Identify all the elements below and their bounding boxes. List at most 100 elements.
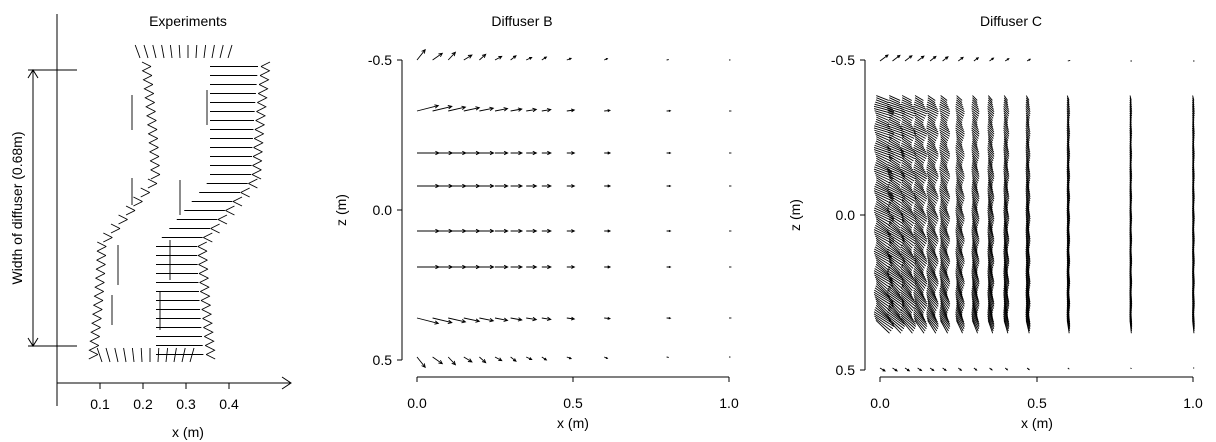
diffuser-c-vector (987, 183, 994, 193)
diffuser-c-vector (875, 224, 892, 236)
diffuser-c-vector (972, 201, 978, 211)
diffuser-c-vector (1192, 121, 1195, 128)
diffuser-c-vector (927, 138, 936, 146)
diffuser-c-vector (1066, 188, 1071, 197)
experiments-profile-arrow (178, 44, 181, 59)
diffuser-c-vector (940, 160, 948, 168)
diffuser-c-vector (940, 162, 949, 171)
diffuser-c-vector (1066, 212, 1071, 222)
diffuser-c-vector (876, 261, 889, 274)
diffuser-c-vector (892, 54, 901, 62)
diffuser-c-vector (939, 127, 951, 135)
diffuser-c-vector (987, 255, 994, 267)
diffuser-c-vector (971, 317, 979, 332)
diffuser-c-vector (1025, 242, 1030, 253)
diffuser-c-xlabel: x (m) (1021, 415, 1053, 431)
diffuser-b-vector (510, 264, 524, 270)
diffuser-c-vector (940, 240, 948, 251)
diffuser-c-vector (1003, 142, 1009, 150)
diffuser-c-vector (900, 268, 916, 280)
diffuser-c-vector (972, 95, 978, 101)
diffuser-c-vector (926, 151, 938, 160)
diffuser-c-vector (913, 144, 927, 153)
diffuser-c-vector (913, 214, 926, 224)
diffuser-c-vector (1003, 95, 1008, 101)
diffuser-c-vector (926, 214, 938, 224)
diffuser-c-vector (955, 168, 965, 177)
diffuser-c-vector (955, 231, 965, 242)
diffuser-c-vector (956, 97, 963, 104)
diffuser-c-vector (913, 170, 927, 180)
diffuser-c-vector (913, 110, 927, 117)
diffuser-c-vector (874, 164, 893, 173)
diffuser-c-vector (1025, 309, 1031, 323)
diffuser-b-vector (541, 150, 552, 156)
experiments-profile-arrow (144, 88, 154, 94)
experiments-profile-arrow (203, 237, 213, 243)
diffuser-c-vector (956, 220, 963, 231)
diffuser-c-vector (926, 274, 939, 287)
diffuser-c-vector (901, 99, 913, 106)
diffuser-c-vector (901, 118, 913, 126)
diffuser-c-vector (927, 302, 936, 316)
diffuser-c-vector (926, 105, 939, 113)
diffuser-c-vector (971, 134, 979, 142)
diffuser-c-vector (987, 287, 994, 300)
diffuser-c-vector (1066, 149, 1071, 157)
diffuser-c-vector (926, 103, 938, 110)
diffuser-c-vector (927, 181, 936, 191)
diffuser-c-vector (1129, 190, 1133, 200)
diffuser-c-vector (913, 255, 927, 267)
diffuser-c-vector (987, 263, 993, 276)
diffuser-c-vector (927, 118, 936, 126)
width-dimension-arrow-top (27, 69, 39, 79)
diffuser-c-vector (987, 160, 993, 168)
diffuser-c-vector (914, 177, 924, 186)
diffuser-c-vector (1191, 125, 1195, 132)
diffuser-c-vector (914, 153, 926, 162)
diffuser-c-vector (913, 105, 928, 113)
diffuser-c-vector (956, 222, 963, 233)
diffuser-c-vector (987, 218, 993, 229)
diffuser-c-vector (1003, 134, 1009, 141)
diffuser-c-vector (914, 196, 925, 206)
diffuser-c-vector (913, 317, 926, 332)
experiments-profile-arrow (93, 304, 103, 310)
diffuser-c-vector (1003, 309, 1010, 323)
diffuser-c-vector (913, 248, 927, 260)
diffuser-c-vector (900, 313, 917, 327)
diffuser-c-vector (971, 209, 980, 220)
experiments-profile-arrow (254, 124, 265, 130)
diffuser-c-vector (987, 173, 994, 182)
experiments-profile-arrow (148, 138, 158, 144)
diffuser-c-vector (987, 175, 994, 184)
diffuser-c-vector (1025, 162, 1030, 171)
diffuser-c-vector (1003, 147, 1010, 155)
diffuser-c-vector (904, 55, 913, 62)
diffuser-c-vector (955, 105, 965, 113)
diffuser-c-vector (900, 168, 917, 177)
diffuser-c-vector (888, 201, 901, 211)
experiments-profile-arrow (255, 115, 265, 121)
diffuser-c-vector (1025, 266, 1030, 278)
diffuser-c-vector (955, 101, 964, 108)
diffuser-c-vector (927, 175, 937, 184)
diffuser-c-vector (1003, 188, 1010, 197)
diffuser-c-vector (914, 160, 924, 168)
diffuser-c-vector (887, 233, 905, 245)
diffuser-c-vector (900, 149, 916, 157)
experiments-profile-arrow (97, 241, 107, 247)
diffuser-c-vector (1003, 233, 1010, 244)
diffuser-c-vector (939, 129, 950, 137)
diffuser-c-vector (926, 144, 938, 153)
diffuser-c-vector (1066, 166, 1071, 175)
experiments-profile-arrow (147, 129, 158, 135)
experiments-profile-arrow (203, 232, 213, 238)
diffuser-c-vector (900, 294, 916, 307)
diffuser-c-vector (874, 252, 894, 265)
diffuser-c-vector (889, 138, 901, 146)
diffuser-c-vector (1003, 264, 1009, 276)
diffuser-c-vector (887, 131, 904, 139)
diffuser-b-vector (463, 264, 481, 270)
diffuser-c-vector (971, 151, 980, 159)
